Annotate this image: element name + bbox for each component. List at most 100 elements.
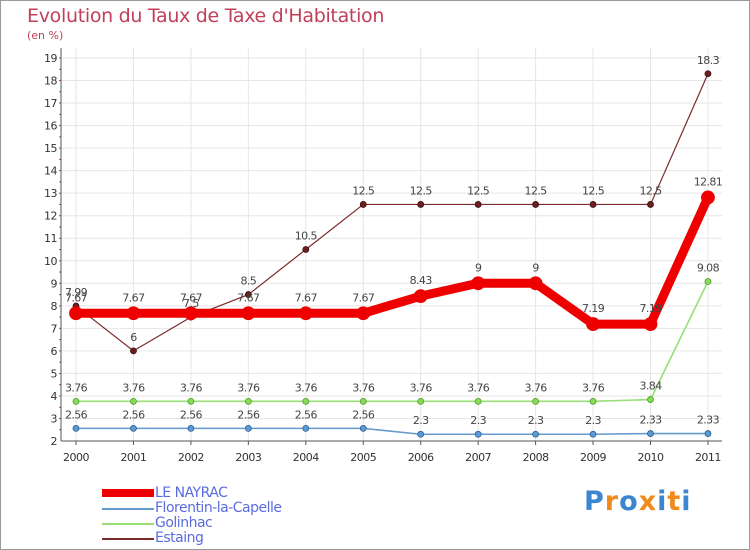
data-point-le-nayrac (643, 317, 658, 331)
data-point-estaing (359, 201, 367, 208)
data-point-golinhac (302, 397, 310, 405)
data-label-golinhac: 3.76 (352, 381, 375, 394)
data-point-florentin-la-capelle (359, 424, 367, 432)
data-point-le-nayrac (183, 306, 198, 321)
data-label-estaing: 12.5 (410, 184, 433, 197)
data-point-le-nayrac (586, 317, 600, 331)
data-point-le-nayrac (471, 276, 486, 291)
data-label-le-nayrac: 7.67 (352, 291, 375, 304)
data-label-golinhac: 3.76 (467, 381, 490, 394)
y-tick-label: 18 (44, 75, 57, 88)
data-label-le-nayrac: 7.19 (582, 302, 605, 315)
legend-label-estaing: Estaing (155, 530, 204, 546)
logo-letter: o (619, 486, 639, 517)
logo-letter: x (638, 486, 658, 517)
data-label-le-nayrac: 12.81 (694, 175, 723, 188)
y-tick-label: 15 (44, 142, 57, 155)
x-tick-label: 2005 (350, 451, 376, 464)
data-point-golinhac (187, 397, 195, 405)
data-point-estaing (532, 201, 539, 208)
data-point-le-nayrac (701, 190, 715, 205)
data-point-estaing (130, 347, 137, 355)
data-label-estaing: 12.5 (639, 184, 662, 197)
data-label-florentin-la-capelle: 2.56 (352, 408, 375, 421)
data-point-florentin-la-capelle (417, 430, 425, 438)
x-tick-label: 2009 (580, 451, 606, 464)
logo-letter: i (681, 486, 692, 517)
chart-title: Evolution du Taux de Taxe d'Habitation (27, 5, 385, 27)
legend-label-florentin: Florentin-la-Capelle (155, 500, 282, 516)
data-label-estaing: 18.3 (697, 54, 720, 67)
legend-swatch-golinhac (102, 523, 154, 525)
data-label-florentin-la-capelle: 2.56 (122, 408, 145, 421)
data-label-le-nayrac: 7.67 (65, 291, 88, 304)
data-point-florentin-la-capelle (72, 424, 80, 432)
data-label-golinhac: 3.76 (525, 381, 548, 394)
data-point-florentin-la-capelle (589, 430, 597, 438)
data-point-golinhac (417, 397, 425, 405)
data-label-golinhac: 3.84 (639, 380, 662, 393)
legend-swatch-florentin (102, 508, 154, 510)
data-point-golinhac (474, 397, 482, 405)
data-point-estaing (474, 201, 482, 208)
data-point-golinhac (72, 397, 80, 405)
data-label-layer: 7.99 6 7.5 8.5 10.5 12.5 12.5 12.5 12.5 12.5 12.5 1… (65, 54, 723, 427)
data-label-florentin-la-capelle: 2.56 (65, 408, 88, 421)
data-point-estaing (244, 291, 252, 298)
data-point-florentin-la-capelle (130, 424, 137, 432)
data-point-florentin-la-capelle (647, 430, 654, 437)
x-tick-label: 2010 (638, 451, 664, 464)
logo-letter: P (584, 486, 605, 517)
logo-letter: r (604, 486, 620, 517)
data-point-estaing (302, 246, 310, 253)
y-tick-label: 14 (44, 165, 57, 178)
data-point-le-nayrac (528, 276, 543, 291)
data-point-estaing (704, 70, 712, 78)
proxiti-logo: Proxiti (584, 486, 692, 517)
y-tick-label: 17 (44, 97, 57, 110)
x-tick-label: 2002 (178, 451, 204, 464)
data-point-estaing (417, 201, 425, 208)
data-label-florentin-la-capelle: 2.3 (413, 414, 429, 427)
y-tick-label: 10 (44, 255, 57, 268)
logo-letter: t (667, 486, 682, 517)
data-label-florentin-la-capelle: 2.56 (180, 408, 203, 421)
data-label-golinhac: 3.76 (180, 381, 203, 394)
data-point-le-nayrac (298, 306, 313, 321)
x-tick-label: 2011 (695, 451, 721, 464)
data-label-le-nayrac: 7.19 (639, 302, 662, 315)
y-tick-label: 7 (51, 322, 58, 335)
data-label-florentin-la-capelle: 2.56 (295, 408, 318, 421)
y-tick-label: 8 (51, 300, 58, 313)
data-point-florentin-la-capelle (244, 424, 252, 432)
y-tick-label: 19 (44, 52, 57, 65)
series-line-estaing (75, 73, 709, 352)
y-tick-label: 2 (51, 435, 58, 448)
data-label-golinhac: 3.76 (122, 381, 145, 394)
data-label-golinhac: 3.76 (295, 381, 318, 394)
x-tick-label: 2008 (523, 451, 549, 464)
data-point-golinhac (359, 397, 367, 405)
chart-subtitle: (en %) (27, 29, 64, 42)
logo-letter: i (657, 486, 668, 517)
data-point-golinhac (589, 397, 597, 405)
data-point-florentin-la-capelle (532, 430, 539, 438)
data-label-florentin-la-capelle: 2.33 (697, 414, 720, 427)
data-point-florentin-la-capelle (474, 430, 482, 438)
data-label-golinhac: 3.76 (410, 381, 433, 394)
x-tick-label: 2001 (120, 451, 146, 464)
data-point-golinhac (532, 397, 539, 405)
data-point-estaing (647, 201, 654, 208)
data-label-estaing: 8.5 (240, 275, 256, 288)
x-tick-label: 2006 (408, 451, 434, 464)
data-label-estaing: 12.5 (582, 184, 605, 197)
data-label-estaing: 7.5 (183, 297, 199, 310)
x-tick-label: 2000 (63, 451, 89, 464)
legend-label-golinhac: Golinhac (155, 515, 213, 531)
data-label-le-nayrac: 7.67 (180, 291, 203, 304)
data-label-estaing: 6 (130, 331, 137, 344)
data-label-le-nayrac: 9 (475, 261, 482, 274)
legend-swatch-le-nayrac (102, 489, 154, 497)
series-line-golinhac (75, 280, 709, 403)
data-label-le-nayrac: 8.43 (410, 274, 433, 287)
